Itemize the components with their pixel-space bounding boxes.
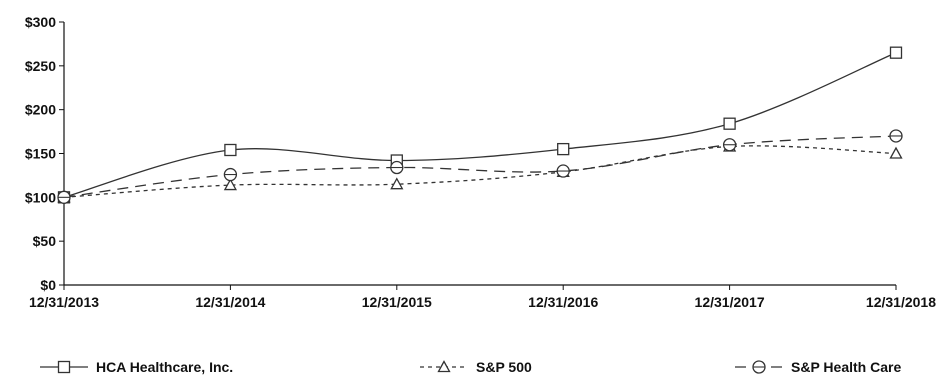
x-tick-label: 12/31/2013 [29,294,99,310]
data-point [223,167,238,182]
data-point [57,190,71,204]
data-point [556,164,570,178]
legend-label: S&P Health Care [791,359,901,375]
legend-marker [752,360,766,374]
x-tick-label: 12/31/2015 [362,294,432,310]
data-point [557,142,570,156]
data-point [889,46,903,59]
legend: HCA Healthcare, Inc. S&P 500 S&P Health Ca… [40,359,901,375]
legend-marker [437,360,451,373]
y-tick-label: $250 [25,58,56,74]
x-axis-tick-labels: 12/31/2013 12/31/2014 12/31/2015 12/31/2016… [29,294,936,310]
series-line [63,135,897,198]
legend-label: HCA Healthcare, Inc. [96,359,233,375]
y-axis-tick-labels: $0 $50 $100 $150 $200 $250 $300 [25,14,56,293]
data-point [889,129,903,143]
legend-label: S&P 500 [476,359,532,375]
data-point [889,146,903,159]
series-2 [57,129,903,204]
data-point [390,160,404,175]
y-tick-label: $100 [25,189,56,205]
y-tick-label: $0 [40,277,56,293]
series-lines [57,46,903,204]
legend-item-0: HCA Healthcare, Inc. [40,359,233,375]
legend-marker [57,360,71,374]
data-point [224,143,237,157]
y-tick-label: $50 [33,233,57,249]
y-tick-label: $200 [25,102,56,118]
series-1 [57,139,903,203]
y-tick-label: $150 [25,146,56,162]
data-point [223,178,237,191]
x-tick-label: 12/31/2014 [195,294,265,310]
legend-item-1: S&P 500 [420,359,532,375]
axes [59,21,897,290]
data-point [390,177,404,190]
data-point [722,138,737,152]
x-tick-label: 12/31/2018 [866,294,936,310]
x-tick-label: 12/31/2016 [528,294,598,310]
y-tick-label: $300 [25,14,56,30]
data-point [723,117,736,130]
x-tick-label: 12/31/2017 [695,294,765,310]
series-line [63,52,897,198]
series-line [63,145,897,198]
legend-item-2: S&P Health Care [735,359,901,375]
